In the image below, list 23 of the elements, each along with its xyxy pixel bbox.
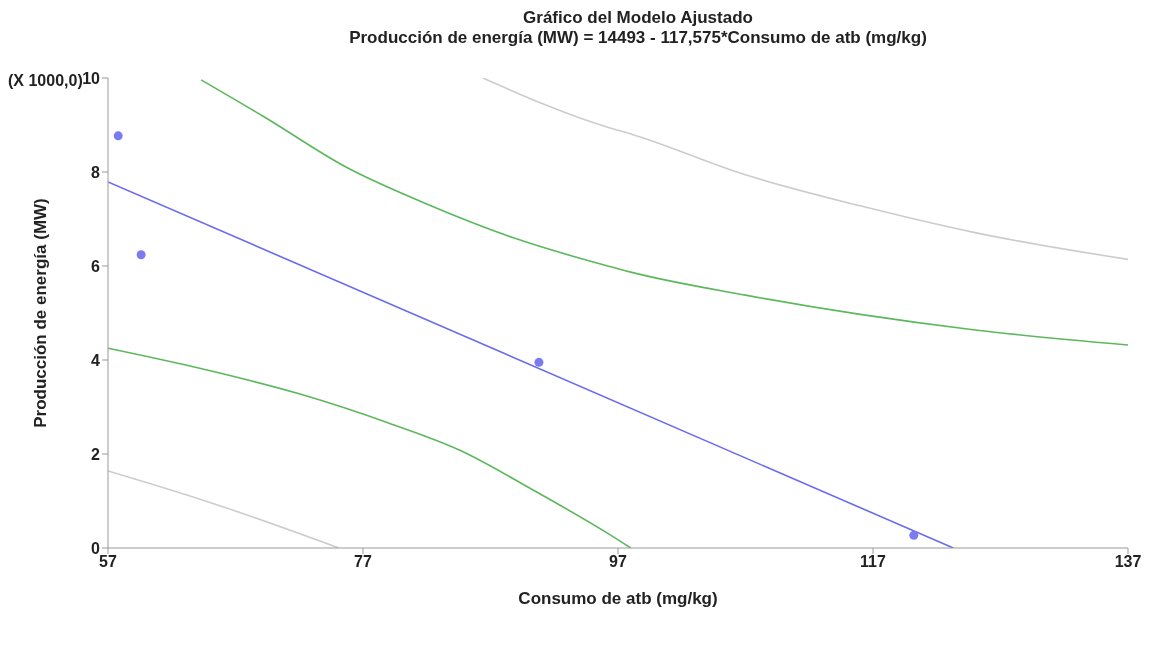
x-axis-title: Consumo de atb (mg/kg) [518,589,718,608]
line-series [108,347,632,548]
chart-title: Gráfico del Modelo Ajustado [522,8,754,28]
x-tick-label: 137 [1114,553,1142,571]
point [113,131,123,141]
x-tick-label: 97 [609,553,627,571]
x-tick-label: 77 [354,553,372,571]
y-tick-label: 10 [82,69,101,87]
y-axis-title: Producción de energía (MW) [31,198,51,428]
y-tick-label: 8 [91,163,101,181]
point [136,250,146,260]
y-tick-label: 4 [91,351,101,369]
x-tick-label: 57 [99,553,117,571]
point [909,530,919,540]
text: (X 1000,0) [8,72,83,90]
y-tick-label: 6 [91,257,101,275]
x-tick-label: 117 [860,553,887,571]
y-tick-label: 0 [91,539,101,557]
line-series [200,79,1128,346]
line-series [482,78,1128,261]
chart-subtitle: Producción de energía (MW) = 14493 - 117,575*Consumo de atb (mg/kg) [348,28,928,48]
y-tick-label: 2 [91,445,101,463]
point [534,357,544,367]
